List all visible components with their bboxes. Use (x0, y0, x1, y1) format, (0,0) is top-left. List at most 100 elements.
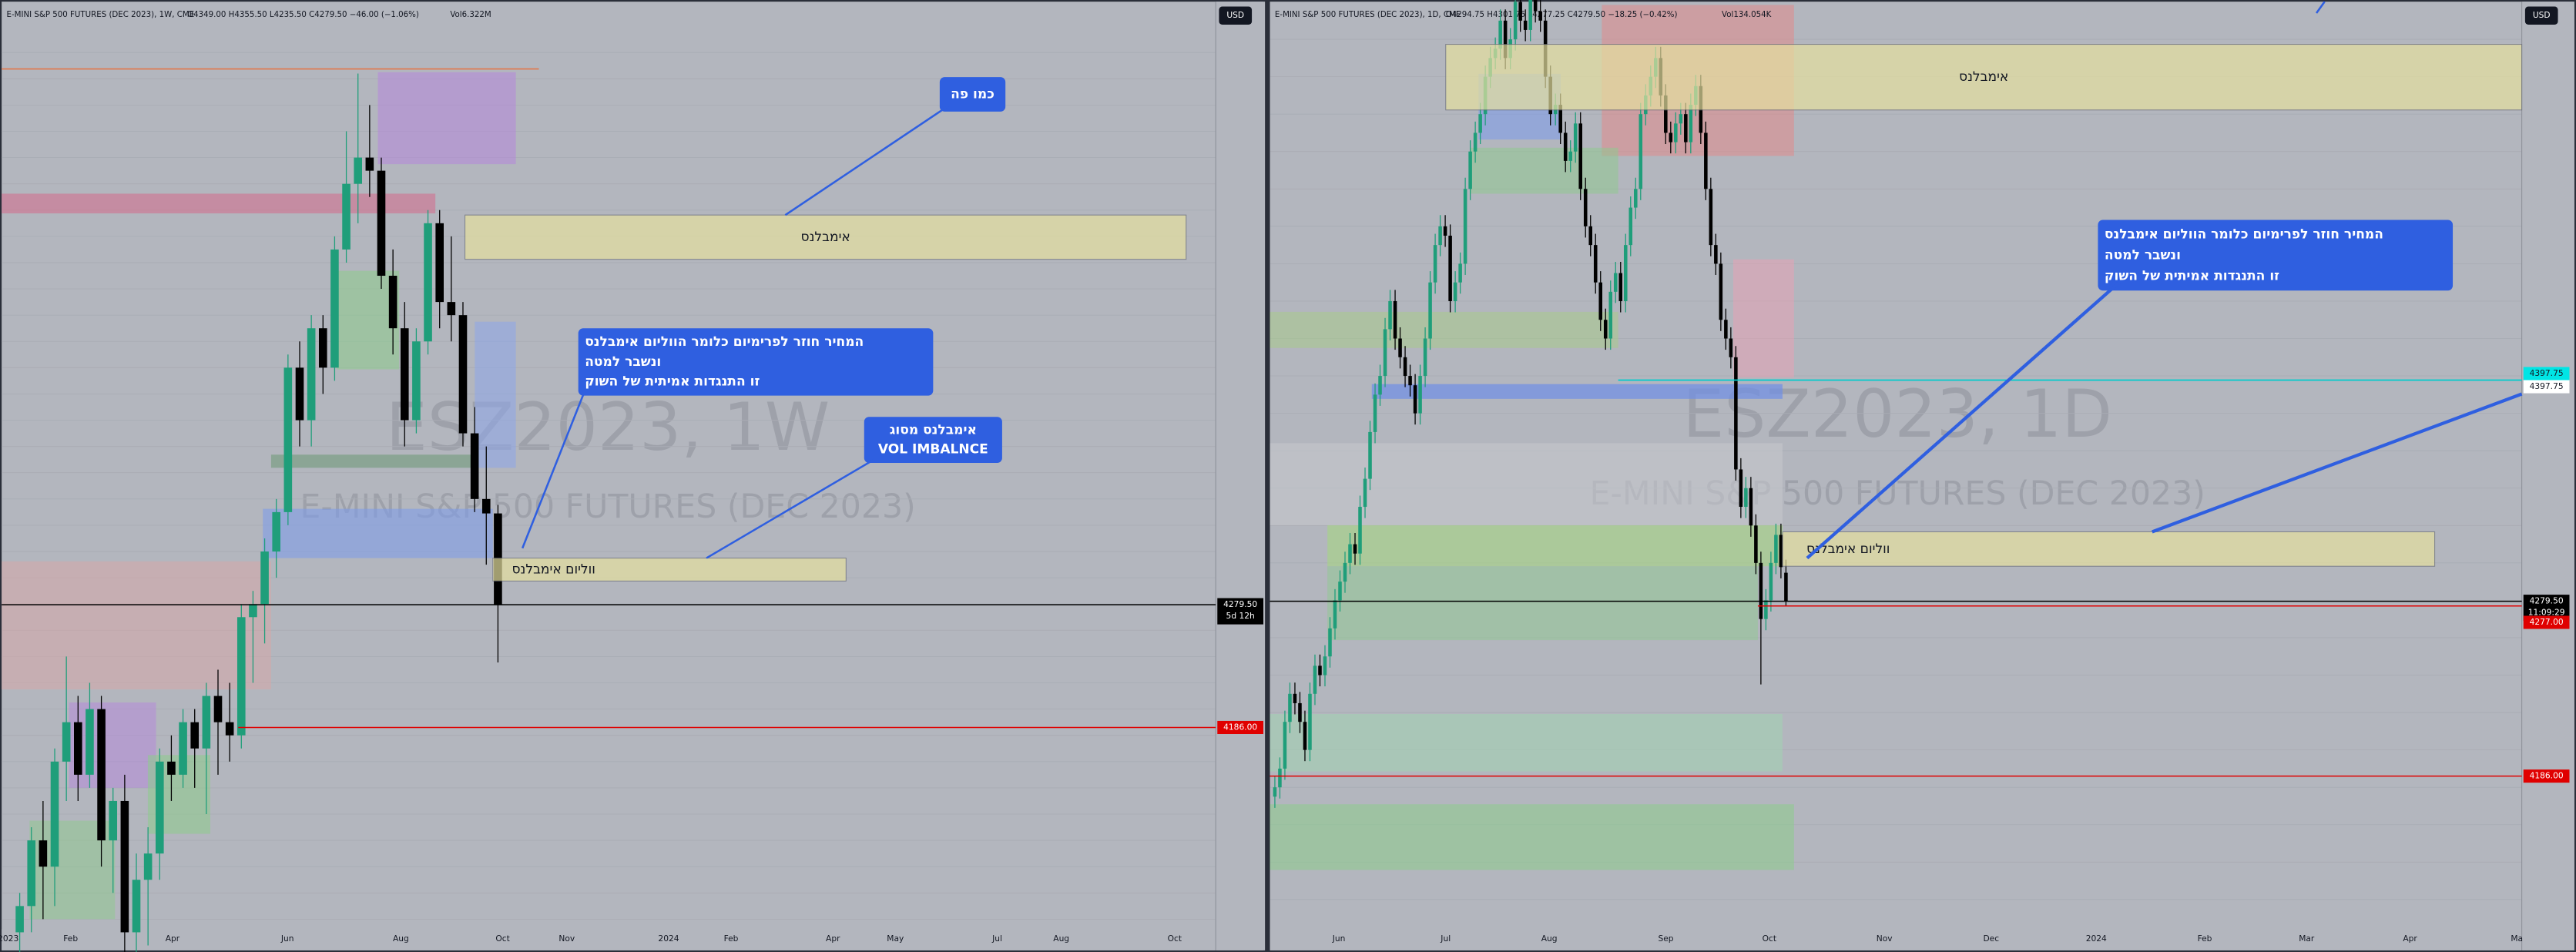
candle-body (236, 617, 246, 736)
candle-body (1769, 562, 1773, 601)
candle-body (1633, 189, 1638, 208)
ohlc-readout: O4349.00 H4355.50 L4235.50 C4279.50 −46.… (187, 11, 419, 19)
candle-body (1538, 11, 1542, 21)
candle-body (1583, 189, 1588, 226)
candle-body (1303, 722, 1307, 750)
callout-text: VOL IMBALNCE (878, 442, 988, 458)
candle-body (412, 341, 421, 421)
currency-label: USD (1226, 10, 1244, 20)
price-label: 4397.75 (2530, 381, 2564, 391)
candle-body (1744, 488, 1748, 508)
candle-body (481, 498, 491, 514)
volume-readout: Vol134.054K (1722, 11, 1772, 19)
candle-body (295, 367, 304, 421)
currency-label: USD (2533, 10, 2551, 20)
candle-body (1333, 600, 1337, 629)
callout-box (864, 417, 1002, 463)
candle-body (1578, 123, 1582, 189)
price-axis-right (2521, 2, 2574, 950)
x-tick-label: Aug (393, 934, 409, 944)
zone (475, 321, 516, 468)
callout-line (521, 390, 586, 549)
candle-body (1443, 226, 1447, 236)
symbol-title: E-MINI S&P 500 FUTURES (DEC 2023), 1D, C… (1275, 11, 1461, 19)
x-tick-label: Feb (63, 934, 78, 944)
x-tick-label: Dec (1983, 934, 1999, 944)
candle-body (1623, 245, 1628, 301)
pane-left (2, 2, 1264, 950)
x-tick-label: Feb (724, 934, 739, 944)
candle-body (1533, 0, 1538, 12)
candle-body (1473, 132, 1478, 152)
x-tick-label: Nov (1877, 934, 1893, 944)
imbalance-zone (492, 558, 847, 582)
candle-body (50, 761, 59, 867)
candle-body (1353, 544, 1357, 554)
candle-body (1373, 394, 1377, 432)
candle-body (1754, 525, 1758, 563)
candle-body (1684, 114, 1688, 142)
callout-line (1806, 280, 2121, 560)
zone (1270, 443, 1783, 525)
callout-text: המחיר חוזר לפרימיום כלומר הווליום אימבלנ… (2105, 226, 2383, 242)
candle-body (1603, 320, 1608, 339)
candle-body (1433, 245, 1437, 283)
candle-body (1729, 338, 1733, 357)
candle-body (97, 709, 106, 841)
callout-text: ונשבר למטה (2105, 247, 2181, 263)
zone (1470, 147, 1618, 194)
candle-body (190, 722, 200, 749)
candle-body (1779, 535, 1783, 568)
candle-body (1518, 2, 1522, 21)
callout-text: זו התנגדות אמיתית של השוק (2105, 268, 2279, 283)
x-tick-label: Nov (558, 934, 575, 944)
x-tick-label: Apr (166, 934, 180, 944)
callout-text: אימבלנס מסוג (890, 423, 977, 438)
price-label-box (2523, 380, 2570, 394)
candle-body (342, 183, 351, 250)
candle-body (1709, 189, 1713, 246)
zone (2, 193, 436, 214)
candle-body (1408, 376, 1412, 386)
zone (1371, 384, 1783, 399)
price-countdown: 5d 12h (1226, 611, 1255, 621)
candle-body (1759, 562, 1763, 619)
price-label: 4277.00 (2530, 617, 2564, 627)
candle-body (1383, 329, 1387, 377)
x-tick-label: Mar (2299, 934, 2315, 944)
zone-label: ווליום אימבלנס (512, 561, 595, 577)
candle-body (1749, 488, 1753, 526)
candle-body (1573, 123, 1578, 152)
candle-body (120, 800, 129, 933)
price-countdown: 11:09:29 (2528, 608, 2565, 618)
candle-body (1378, 376, 1382, 395)
candle-body (400, 328, 409, 421)
candle-body (1478, 114, 1482, 133)
time-axis-right (1270, 929, 2522, 950)
candle-body (1523, 20, 1528, 30)
candle-body (1288, 693, 1292, 722)
zone (377, 72, 516, 165)
candle-body (249, 604, 257, 618)
candle-body (1513, 2, 1518, 40)
callout-text: ונשבר למטה (585, 354, 661, 370)
x-tick-label: Oct (495, 934, 509, 944)
x-tick-label: 2024 (658, 934, 679, 944)
candle-body (1528, 0, 1532, 30)
price-axis-left (1216, 2, 1266, 950)
candle-body (1468, 151, 1472, 189)
callout-line (2315, 1, 2326, 14)
candle-body (1503, 20, 1508, 59)
symbol-title: E-MINI S&P 500 FUTURES (DEC 2023), 1W, C… (7, 11, 195, 19)
candle-body (1368, 431, 1372, 479)
candle-body (1679, 114, 1683, 124)
candle-body (213, 696, 223, 722)
zone (1327, 566, 1758, 641)
price-label: 4279.50 (1223, 599, 1257, 609)
candle-body (1558, 105, 1562, 133)
candle-body (447, 302, 456, 316)
zone-label: ווליום אימבלנס (1806, 541, 1890, 557)
candle-body (318, 328, 327, 368)
zone (270, 454, 477, 468)
candle-body (1463, 189, 1467, 264)
